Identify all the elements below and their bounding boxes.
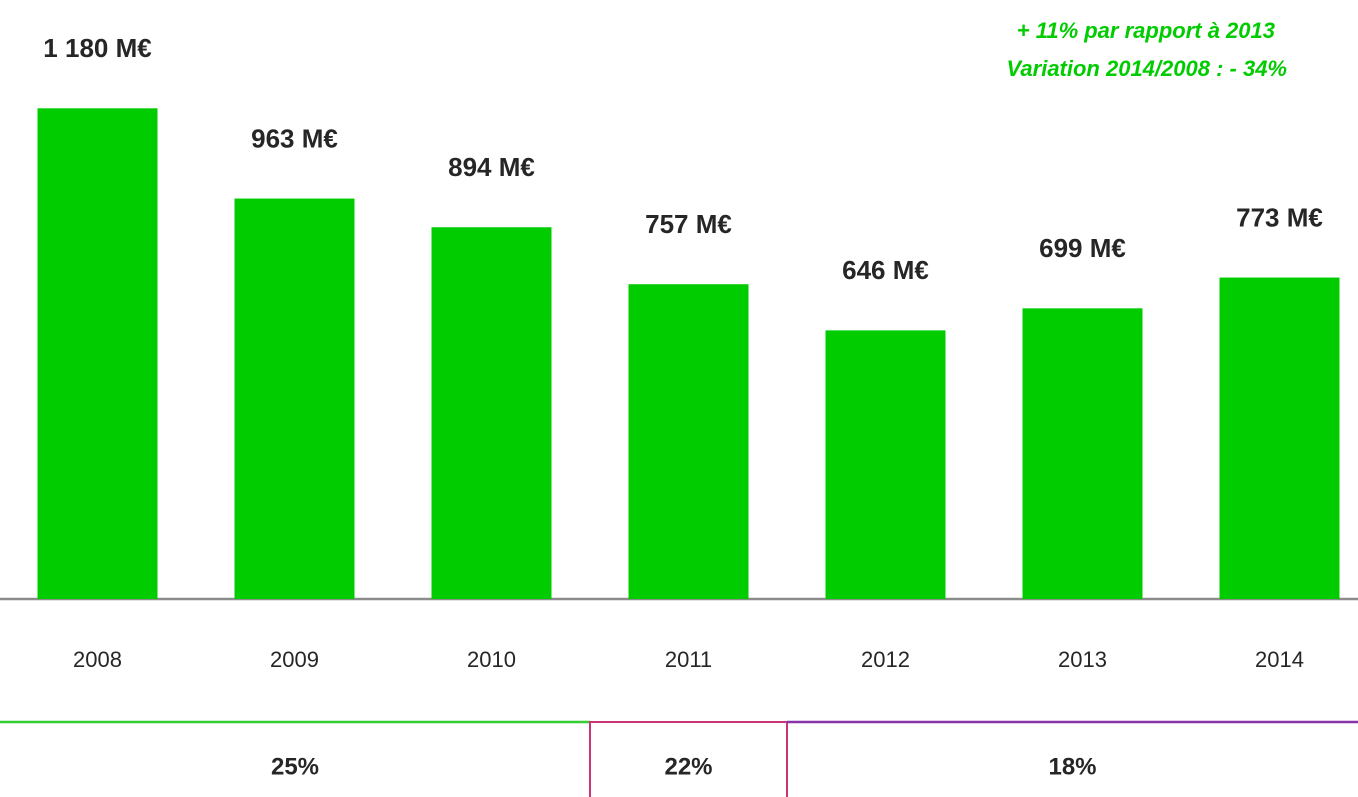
bar [1022,308,1143,599]
x-tick-label: 2011 [665,647,712,672]
bar [431,227,552,599]
x-tick-label: 2009 [270,647,319,672]
band-label: 18% [1048,753,1096,780]
bar [234,198,355,600]
value-label: 963 M€ [251,123,338,153]
bar [825,330,946,599]
value-label: 699 M€ [1039,233,1126,263]
value-label: 1 180 M€ [43,33,151,63]
band-label: 25% [271,753,319,780]
annotation: Variation 2014/2008 : - 34% [1007,56,1287,81]
x-tick-label: 2014 [1255,647,1304,672]
x-tick-label: 2010 [467,647,516,672]
x-tick-label: 2013 [1058,647,1107,672]
bar [37,108,158,600]
value-label: 646 M€ [842,255,929,285]
x-tick-label: 2008 [73,647,122,672]
band-label: 22% [664,753,712,780]
bar [1219,277,1340,599]
annotation: + 11% par rapport à 2013 [1017,18,1275,43]
band-box [589,721,788,797]
bar [628,284,749,599]
value-label: 894 M€ [448,152,535,182]
value-label: 757 M€ [645,209,732,239]
value-label: 773 M€ [1236,202,1323,232]
x-tick-label: 2012 [861,647,910,672]
